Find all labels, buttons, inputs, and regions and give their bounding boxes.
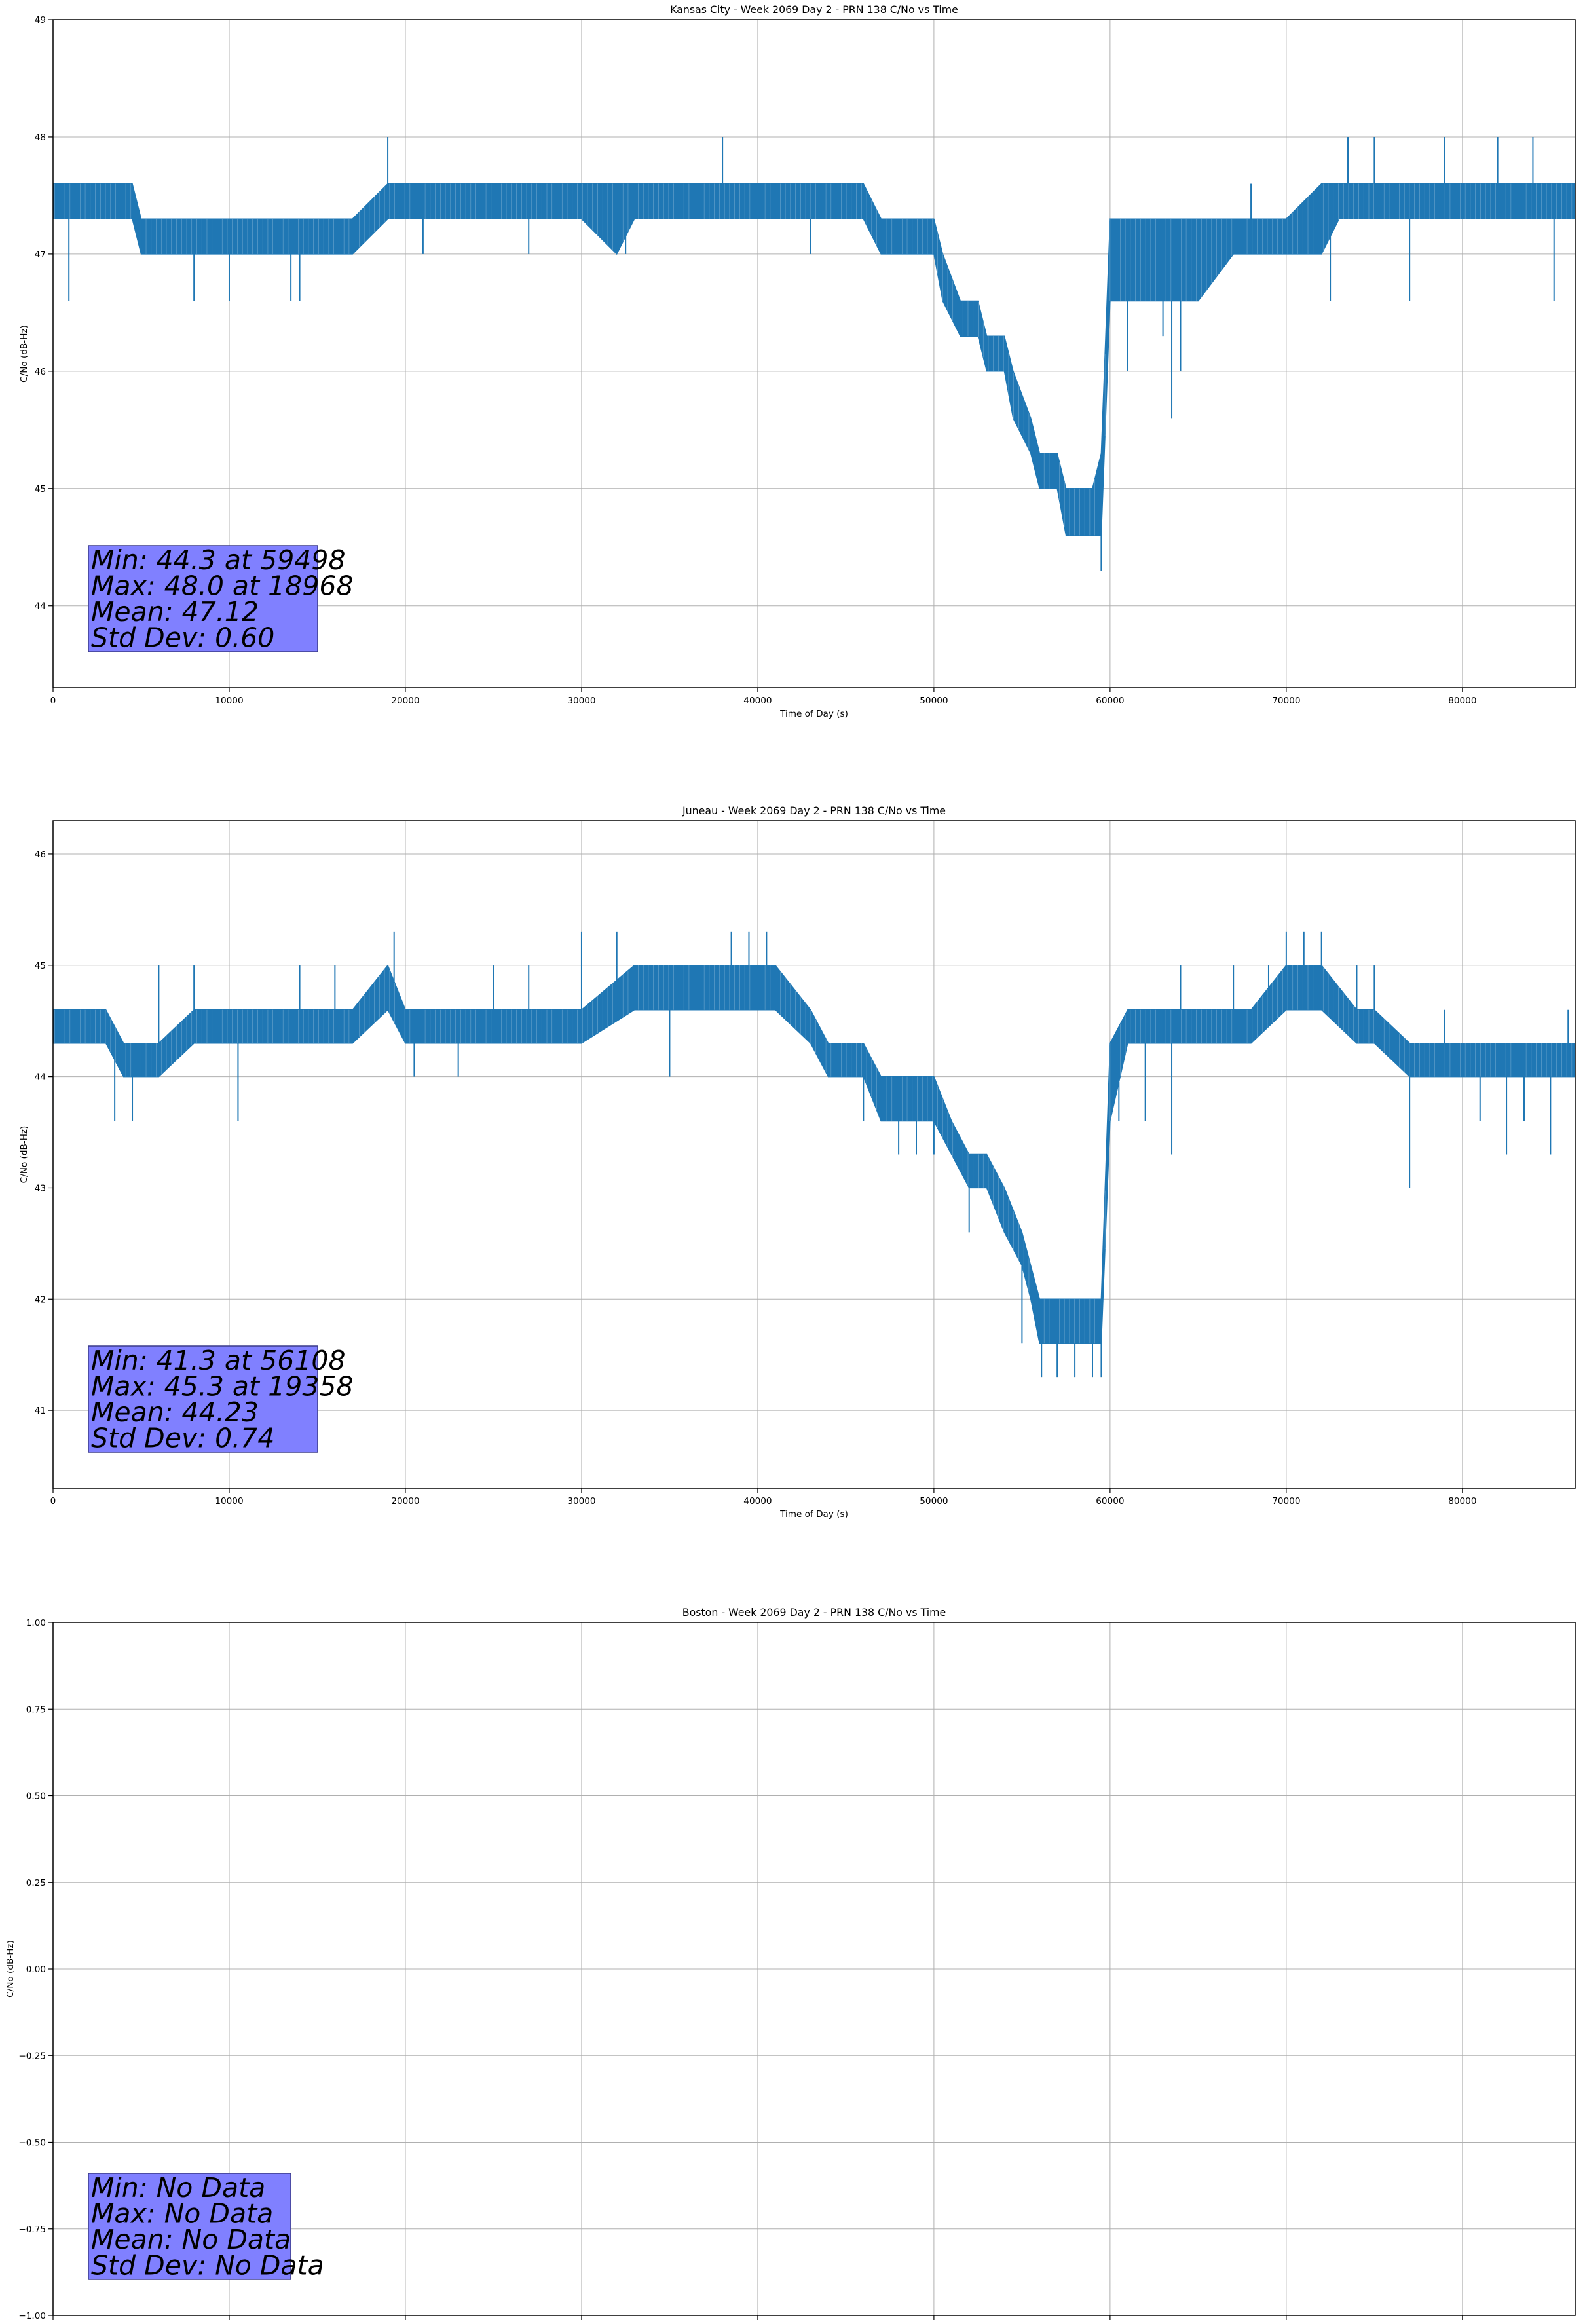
x-tick-label: 60000 [1096, 696, 1124, 706]
y-tick-label: −0.25 [18, 2051, 46, 2061]
chart-panel: 0100002000030000400005000060000700008000… [5, 1606, 1576, 2324]
x-tick-label: 0 [50, 696, 56, 706]
x-tick-label: 60000 [1096, 1496, 1124, 1507]
y-tick-label: 47 [35, 250, 46, 260]
x-tick-label: 30000 [567, 1496, 595, 1507]
y-tick-label: 49 [35, 15, 46, 26]
x-tick-label: 20000 [391, 1496, 419, 1507]
stats-line: Std Dev: 0.74 [91, 1423, 274, 1454]
series-band [53, 183, 1575, 536]
y-tick-label: 42 [35, 1294, 46, 1305]
x-tick-label: 10000 [215, 1496, 243, 1507]
chart-panel: 0 10000 20000 30000 40000 50000 60000 70000 8000… [19, 804, 1576, 1520]
x-tick-label: 20000 [391, 696, 419, 706]
y-tick-label: 48 [35, 132, 46, 143]
stats-line: Max: 48.0 at 18968 [91, 571, 354, 602]
y-axis-label: C/No (dB-Hz) [5, 1940, 16, 1998]
chart-title: Juneau - Week 2069 Day 2 - PRN 138 C/No … [682, 804, 946, 817]
stats-line: Mean: No Data [91, 2224, 291, 2255]
stats-box [88, 2173, 291, 2280]
stats-line: Min: 44.3 at 59498 [91, 544, 346, 576]
x-axis-label: Time of Day (s) [779, 709, 848, 719]
y-tick-label: 46 [35, 367, 46, 377]
y-tick-label: 0.25 [26, 1878, 46, 1888]
x-tick-label: 30000 [567, 696, 595, 706]
y-tick-label: 44 [35, 601, 46, 612]
x-tick-label: 50000 [920, 1496, 948, 1507]
y-tick-label: 0.75 [26, 1704, 46, 1715]
x-tick-label: 50000 [920, 696, 948, 706]
stats-line: Mean: 47.12 [91, 596, 259, 628]
stats-line: Min: No Data [91, 2172, 265, 2203]
x-tick-label: 80000 [1448, 1496, 1476, 1507]
y-tick-label: 45 [35, 961, 46, 971]
y-tick-label: 45 [35, 484, 46, 495]
chart-title: Kansas City - Week 2069 Day 2 - PRN 138 … [670, 3, 958, 16]
y-tick-label: 43 [35, 1183, 46, 1193]
x-tick-label: 80000 [1448, 696, 1476, 706]
x-axis-label: Time of Day (s) [779, 1509, 848, 1520]
x-tick-label: 40000 [743, 696, 772, 706]
stats-line: Mean: 44.23 [91, 1396, 259, 1428]
y-tick-label: 0.50 [26, 1791, 46, 1802]
stats-line: Max: No Data [91, 2198, 273, 2230]
x-tick-label: 70000 [1272, 1496, 1300, 1507]
y-tick-label: 0.00 [26, 1964, 46, 1975]
stats-line: Min: 41.3 at 56108 [91, 1345, 346, 1376]
x-tick-label: 70000 [1272, 696, 1300, 706]
axes-frame [52, 820, 1576, 1489]
y-axis-label: C/No (dB-Hz) [19, 325, 29, 383]
y-tick-label: −1.00 [18, 2311, 46, 2321]
y-tick-label: 44 [35, 1072, 46, 1083]
stats-line: Std Dev: 0.60 [91, 622, 274, 654]
x-tick-label: 10000 [215, 696, 243, 706]
y-tick-label: 46 [35, 850, 46, 860]
x-tick-label: 0 [50, 1496, 56, 1507]
stats-line: Max: 45.3 at 19358 [91, 1371, 354, 1402]
y-axis-label: C/No (dB-Hz) [19, 1126, 29, 1184]
axes-frame [52, 19, 1576, 688]
chart-panel: 0 10000 20000 30000 40000 50000 60000 70000 8000… [19, 3, 1576, 719]
series-band [53, 964, 1575, 1344]
stats-line: Std Dev: No Data [91, 2250, 324, 2281]
y-tick-label: −0.50 [18, 2138, 46, 2148]
stats-box [88, 1345, 318, 1453]
y-tick-label: 1.00 [26, 1618, 46, 1628]
y-tick-label: −0.75 [18, 2224, 46, 2235]
chart-title: Boston - Week 2069 Day 2 - PRN 138 C/No … [682, 1606, 946, 1619]
y-tick-label: 41 [35, 1406, 46, 1416]
x-tick-label: 40000 [743, 1496, 772, 1507]
stats-box [88, 545, 318, 652]
